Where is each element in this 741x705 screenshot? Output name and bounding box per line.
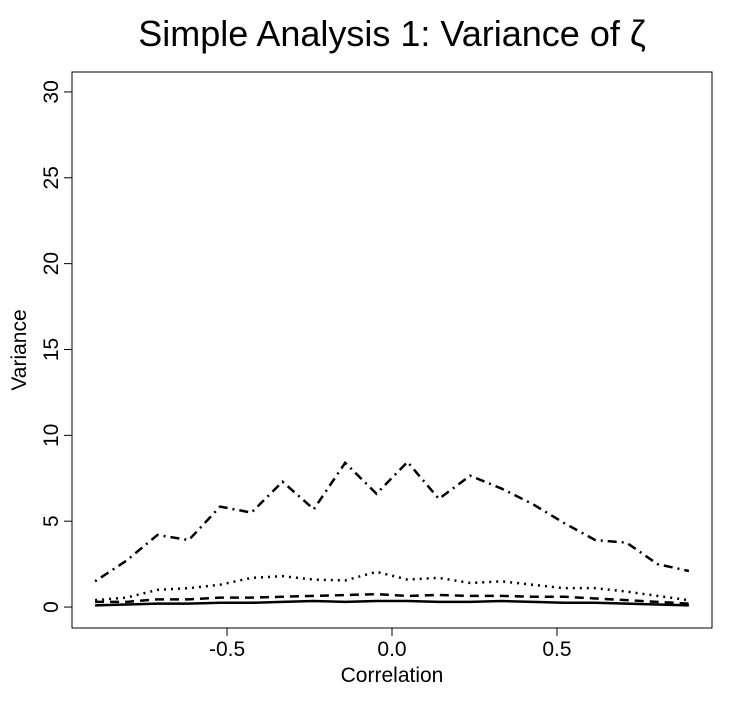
y-tick-label: 20: [40, 252, 63, 275]
y-tick-label: 0: [40, 601, 63, 613]
x-axis-label: Correlation: [341, 664, 444, 687]
x-tick-label: 0.0: [377, 638, 406, 661]
y-tick-label: 25: [40, 166, 63, 189]
data-line: [94, 460, 690, 583]
y-tick-label: 10: [40, 424, 63, 447]
y-tick-label: 5: [40, 515, 63, 527]
x-tick-label: -0.5: [209, 638, 245, 661]
chart-title: Simple Analysis 1: Variance of ζ: [138, 13, 646, 54]
y-tick-label: 30: [40, 80, 63, 103]
x-tick-label: 0.5: [542, 638, 571, 661]
y-tick-label: 15: [40, 338, 63, 361]
y-axis-label: Variance: [8, 309, 31, 390]
data-line: [95, 592, 689, 605]
data-line: [95, 599, 689, 607]
